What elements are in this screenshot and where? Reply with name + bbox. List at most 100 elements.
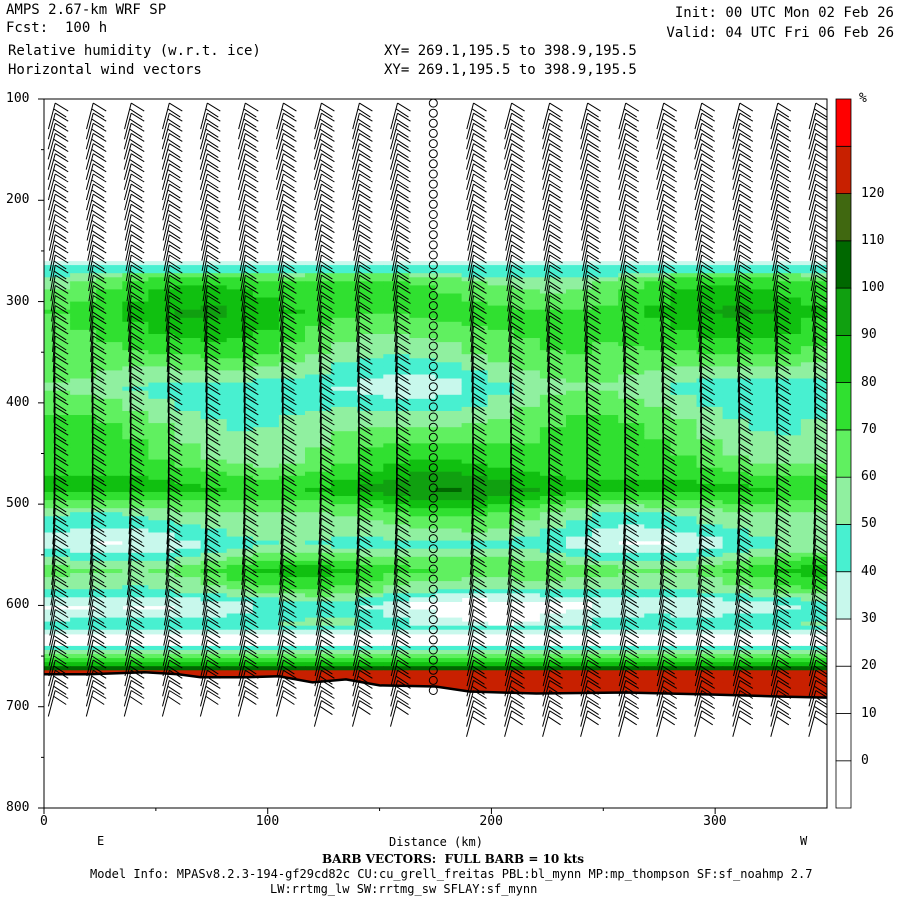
- rh-cell: [592, 265, 619, 270]
- rh-cell: [278, 334, 306, 339]
- rh-cell: [357, 678, 384, 684]
- rh-cell: [96, 569, 123, 574]
- rh-cell: [748, 329, 776, 335]
- rh-cell: [592, 447, 619, 453]
- rh-cell: [774, 455, 802, 461]
- rh-cell: [696, 463, 724, 469]
- rh-cell: [487, 455, 515, 461]
- rh-cell: [487, 382, 515, 388]
- wind-barb: [163, 254, 183, 282]
- rh-cell: [696, 613, 724, 619]
- rh-cell: [305, 419, 332, 424]
- wind-barb: [775, 497, 792, 525]
- rh-cell: [592, 301, 619, 307]
- rh-cell: [305, 443, 332, 449]
- wind-barb: [127, 548, 145, 575]
- rh-cell: [409, 516, 437, 521]
- rh-cell: [566, 334, 593, 339]
- rh-cell: [70, 301, 97, 307]
- wind-barb: [52, 345, 69, 373]
- rh-cell: [644, 406, 671, 412]
- rh-cell: [357, 321, 384, 327]
- rh-cell: [70, 650, 97, 655]
- wind-barb: [201, 629, 221, 656]
- rh-cell: [618, 277, 645, 282]
- rh-cell: [357, 394, 384, 400]
- calm-wind-circle: [428, 301, 438, 311]
- rh-cell: [435, 334, 463, 339]
- rh-cell: [174, 281, 202, 286]
- rh-cell: [305, 402, 332, 408]
- rh-cell: [252, 265, 280, 270]
- rh-cell: [774, 281, 802, 286]
- rh-cell: [70, 350, 97, 355]
- rh-cell: [670, 406, 698, 412]
- wind-barb: [544, 598, 563, 626]
- rh-cell: [487, 459, 515, 465]
- rh-cell: [200, 342, 228, 347]
- wind-barb: [167, 365, 183, 393]
- wind-barb: [732, 132, 754, 160]
- rh-cell: [252, 277, 280, 282]
- rh-cell: [70, 613, 97, 619]
- wind-barb: [162, 214, 183, 241]
- rh-cell: [357, 358, 384, 363]
- rh-cell: [513, 411, 541, 416]
- rh-cell: [96, 447, 123, 453]
- rh-cell: [722, 427, 750, 432]
- rh-cell: [513, 560, 541, 566]
- rh-cell: [252, 447, 280, 453]
- rh-cell: [748, 645, 776, 651]
- wind-barb: [694, 183, 715, 211]
- rh-cell: [331, 289, 358, 295]
- rh-cell: [44, 325, 71, 331]
- rh-cell: [487, 528, 515, 534]
- axis-ticks: [38, 98, 716, 814]
- rh-cell: [435, 670, 463, 675]
- rh-cell: [774, 581, 802, 586]
- wind-barb: [582, 588, 601, 616]
- wind-barb: [774, 305, 792, 332]
- wind-barb: [770, 700, 792, 727]
- wind-barb: [278, 264, 297, 292]
- rh-cell: [670, 483, 698, 489]
- calm-wind-circle: [428, 118, 438, 128]
- rh-cell: [722, 475, 750, 481]
- rh-cell: [305, 617, 332, 623]
- rh-cell: [696, 394, 724, 400]
- rh-cell: [670, 273, 698, 278]
- rh-cell: [305, 645, 332, 651]
- rh-cell: [618, 289, 645, 295]
- rh-cell: [513, 390, 541, 396]
- rh-cell: [200, 508, 228, 513]
- rh-cell: [252, 605, 280, 611]
- rh-cell: [70, 528, 97, 534]
- rh-cell: [122, 321, 149, 327]
- rh-cell: [252, 459, 280, 465]
- rh-cell: [96, 589, 123, 594]
- rh-cell: [278, 597, 306, 602]
- rh-cell: [461, 366, 489, 372]
- rh-cell: [774, 443, 802, 449]
- rh-cell: [461, 423, 489, 428]
- wind-barb: [390, 143, 411, 170]
- rh-cell: [357, 265, 384, 270]
- rh-cell: [200, 301, 228, 307]
- wind-barb: [699, 487, 715, 514]
- rh-cell: [252, 382, 280, 388]
- wind-barb: [123, 153, 145, 180]
- rh-cell: [252, 301, 280, 307]
- rh-cell: [226, 338, 254, 343]
- rh-cell: [592, 670, 619, 675]
- rh-cell: [566, 285, 593, 291]
- wind-barb: [657, 224, 677, 251]
- wind-barb: [508, 315, 525, 342]
- rh-cell: [670, 317, 698, 323]
- wind-barb: [317, 295, 335, 322]
- rh-cell: [96, 662, 123, 667]
- rh-cell: [722, 650, 750, 655]
- rh-cell: [513, 358, 541, 363]
- rh-cell: [44, 366, 71, 372]
- rh-cell: [513, 321, 541, 327]
- wind-barb: [166, 497, 183, 525]
